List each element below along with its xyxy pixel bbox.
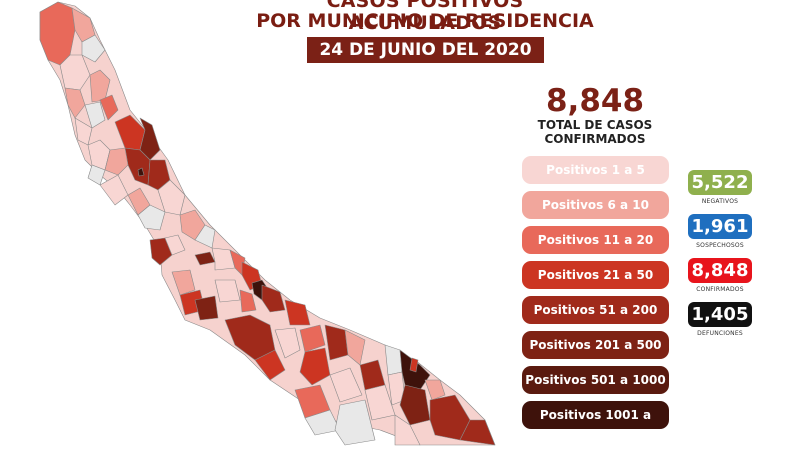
stat-label: CONFIRMADOS [696, 286, 744, 293]
legend-item-201-500: Positivos 201 a 500 [522, 331, 669, 359]
stat-label: SOSPECHOSOS [696, 242, 744, 249]
legend-item-501-1000: Positivos 501 a 1000 [522, 366, 669, 394]
total-value: 8,848 [545, 83, 645, 119]
stat-confirmados: 8,848 CONFIRMADOS [688, 258, 752, 293]
stat-value: 5,522 [688, 170, 752, 195]
stat-sospechosos: 1,961 SOSPECHOSOS [688, 214, 752, 249]
stat-value: 1,961 [688, 214, 752, 239]
stat-value: 1,405 [688, 302, 752, 327]
report-date: 24 DE JUNIO DEL 2020 [307, 37, 544, 63]
legend-item-6-10: Positivos 6 a 10 [522, 191, 669, 219]
legend-item-1001-5000: Positivos 1001 a 5000 [522, 401, 669, 450]
total-label-1: TOTAL DE CASOS [537, 118, 653, 132]
title-line-1: CASOS POSITIVOS ACUMULADOS [326, 0, 524, 34]
stat-value: 8,848 [688, 258, 752, 283]
veracruz-municipalities-map [39, 1, 496, 446]
legend-item-11-20: Positivos 11 a 20 [522, 226, 669, 254]
stat-label: NEGATIVOS [701, 198, 739, 205]
stat-defunciones: 1,405 DEFUNCIONES [688, 302, 752, 337]
legend-item-51-200: Positivos 51 a 200 [522, 296, 669, 324]
legend-item-1-5: Positivos 1 a 5 [522, 156, 669, 184]
map-legend: Positivos 1 a 5 Positivos 6 a 10 Positiv… [522, 156, 669, 450]
stats-panel: 5,522 NEGATIVOS 1,961 SOSPECHOSOS 8,848 … [688, 170, 752, 346]
total-label-2: CONFIRMADOS [544, 132, 646, 146]
legend-item-21-50: Positivos 21 a 50 [522, 261, 669, 289]
title-line-2: POR MUNICIPIO DE RESIDENCIA [256, 10, 594, 32]
total-confirmed: 8,848 TOTAL DE CASOS CONFIRMADOS [520, 84, 670, 146]
stat-negativos: 5,522 NEGATIVOS [688, 170, 752, 205]
stat-label: DEFUNCIONES [697, 330, 743, 337]
